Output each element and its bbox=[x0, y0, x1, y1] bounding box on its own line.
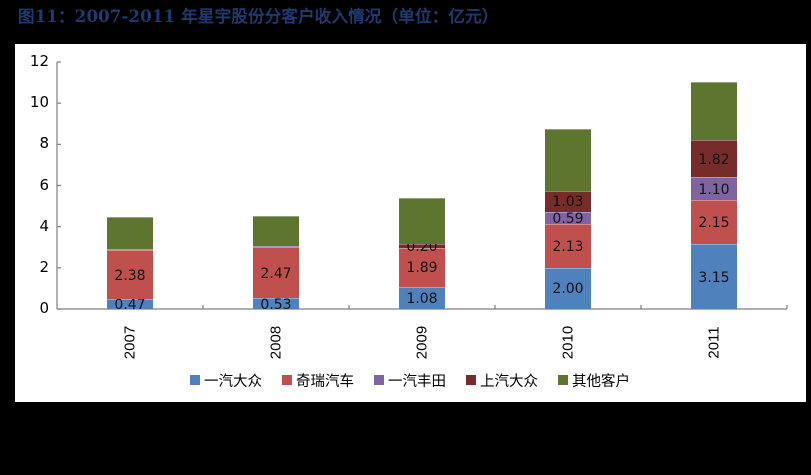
x-tick-label: 2010 bbox=[559, 325, 577, 360]
x-tick-label: 2011 bbox=[705, 326, 723, 359]
legend-swatch-icon bbox=[374, 375, 384, 385]
x-tick-label: 2008 bbox=[267, 325, 285, 360]
legend: 一汽大众 奇瑞汽车 一汽丰田 上汽大众 其他客户 bbox=[190, 370, 650, 390]
legend-swatch-icon bbox=[466, 375, 476, 385]
bar-segment: 0.53 bbox=[253, 297, 299, 313]
legend-item: 上汽大众 bbox=[466, 370, 538, 391]
legend-swatch-icon bbox=[190, 375, 200, 385]
bar-segment: 2.38 bbox=[107, 250, 153, 300]
bar-segment: 2.15 bbox=[691, 199, 737, 245]
chart-panel: 0 2 4 6 8 10 12 0.47 2.38 2007 0.53 2.47 2008 1.08 1.8… bbox=[15, 44, 806, 402]
bar-segment bbox=[107, 216, 153, 250]
bar-segment: 0.59 bbox=[545, 210, 591, 227]
legend-swatch-icon bbox=[282, 375, 292, 385]
data-label: 2.15 bbox=[698, 215, 730, 232]
bar-segment: 1.10 bbox=[691, 177, 737, 200]
data-label: 2.13 bbox=[552, 238, 584, 255]
bar-segment bbox=[253, 246, 299, 248]
bar-segment: 1.03 bbox=[545, 190, 591, 212]
legend-label: 上汽大众 bbox=[480, 373, 538, 390]
data-label: 1.82 bbox=[698, 151, 730, 168]
legend-label: 其他客户 bbox=[572, 373, 630, 390]
legend-label: 一汽丰田 bbox=[388, 373, 446, 390]
bar-segment: 1.82 bbox=[691, 139, 737, 178]
legend-item: 其他客户 bbox=[558, 370, 630, 391]
data-label: 0.47 bbox=[114, 297, 146, 314]
data-label: 2.47 bbox=[260, 265, 292, 282]
legend-label: 一汽大众 bbox=[204, 373, 262, 390]
bar-segment: 2.00 bbox=[545, 267, 591, 309]
y-tick-label: 6 bbox=[39, 175, 49, 194]
bar-segment: 2.47 bbox=[253, 247, 299, 299]
data-label: 0.53 bbox=[260, 296, 292, 313]
axes bbox=[56, 61, 788, 310]
x-tick-label: 2009 bbox=[413, 325, 431, 360]
legend-swatch-icon bbox=[558, 375, 568, 385]
bar-segment bbox=[253, 216, 299, 247]
data-label: 1.03 bbox=[552, 194, 584, 211]
data-label: 1.89 bbox=[406, 260, 438, 277]
data-label: 0.59 bbox=[552, 210, 584, 227]
plot-area: 0 2 4 6 8 10 12 0.47 2.38 2007 0.53 2.47 2008 1.08 1.8… bbox=[15, 44, 806, 402]
legend-item: 一汽大众 bbox=[190, 370, 262, 391]
chart-title: 图11：2007-2011 年星宇股份分客户收入情况（单位：亿元） bbox=[18, 7, 499, 26]
x-tick-label: 2007 bbox=[121, 325, 139, 360]
y-tick-label: 2 bbox=[39, 257, 49, 276]
data-label: 2.00 bbox=[552, 281, 584, 298]
legend-item: 一汽丰田 bbox=[374, 370, 446, 391]
bar-segment: 1.89 bbox=[399, 247, 445, 287]
y-tick-label: 4 bbox=[39, 216, 49, 235]
bar-segment bbox=[545, 129, 591, 191]
y-tick-label: 0 bbox=[39, 299, 49, 317]
y-tick-label: 10 bbox=[29, 93, 49, 112]
bar-segment bbox=[691, 82, 737, 140]
bar-segment: 3.15 bbox=[691, 244, 737, 309]
y-tick-label: 12 bbox=[29, 52, 49, 70]
bar-segment bbox=[107, 249, 153, 251]
bar-segment bbox=[399, 198, 445, 244]
data-label: 1.08 bbox=[406, 290, 438, 307]
bar-segment: 1.08 bbox=[399, 286, 445, 309]
legend-label: 奇瑞汽车 bbox=[296, 373, 354, 390]
y-tick-label: 8 bbox=[39, 134, 49, 153]
bar-segment: 0.20 bbox=[399, 239, 445, 255]
bar-segment: 0.47 bbox=[107, 297, 153, 313]
data-label: 1.10 bbox=[698, 181, 730, 198]
bar-segment: 2.13 bbox=[545, 223, 591, 268]
data-label: 3.15 bbox=[698, 269, 730, 286]
legend-item: 奇瑞汽车 bbox=[282, 370, 354, 391]
data-label: 2.38 bbox=[114, 267, 146, 284]
